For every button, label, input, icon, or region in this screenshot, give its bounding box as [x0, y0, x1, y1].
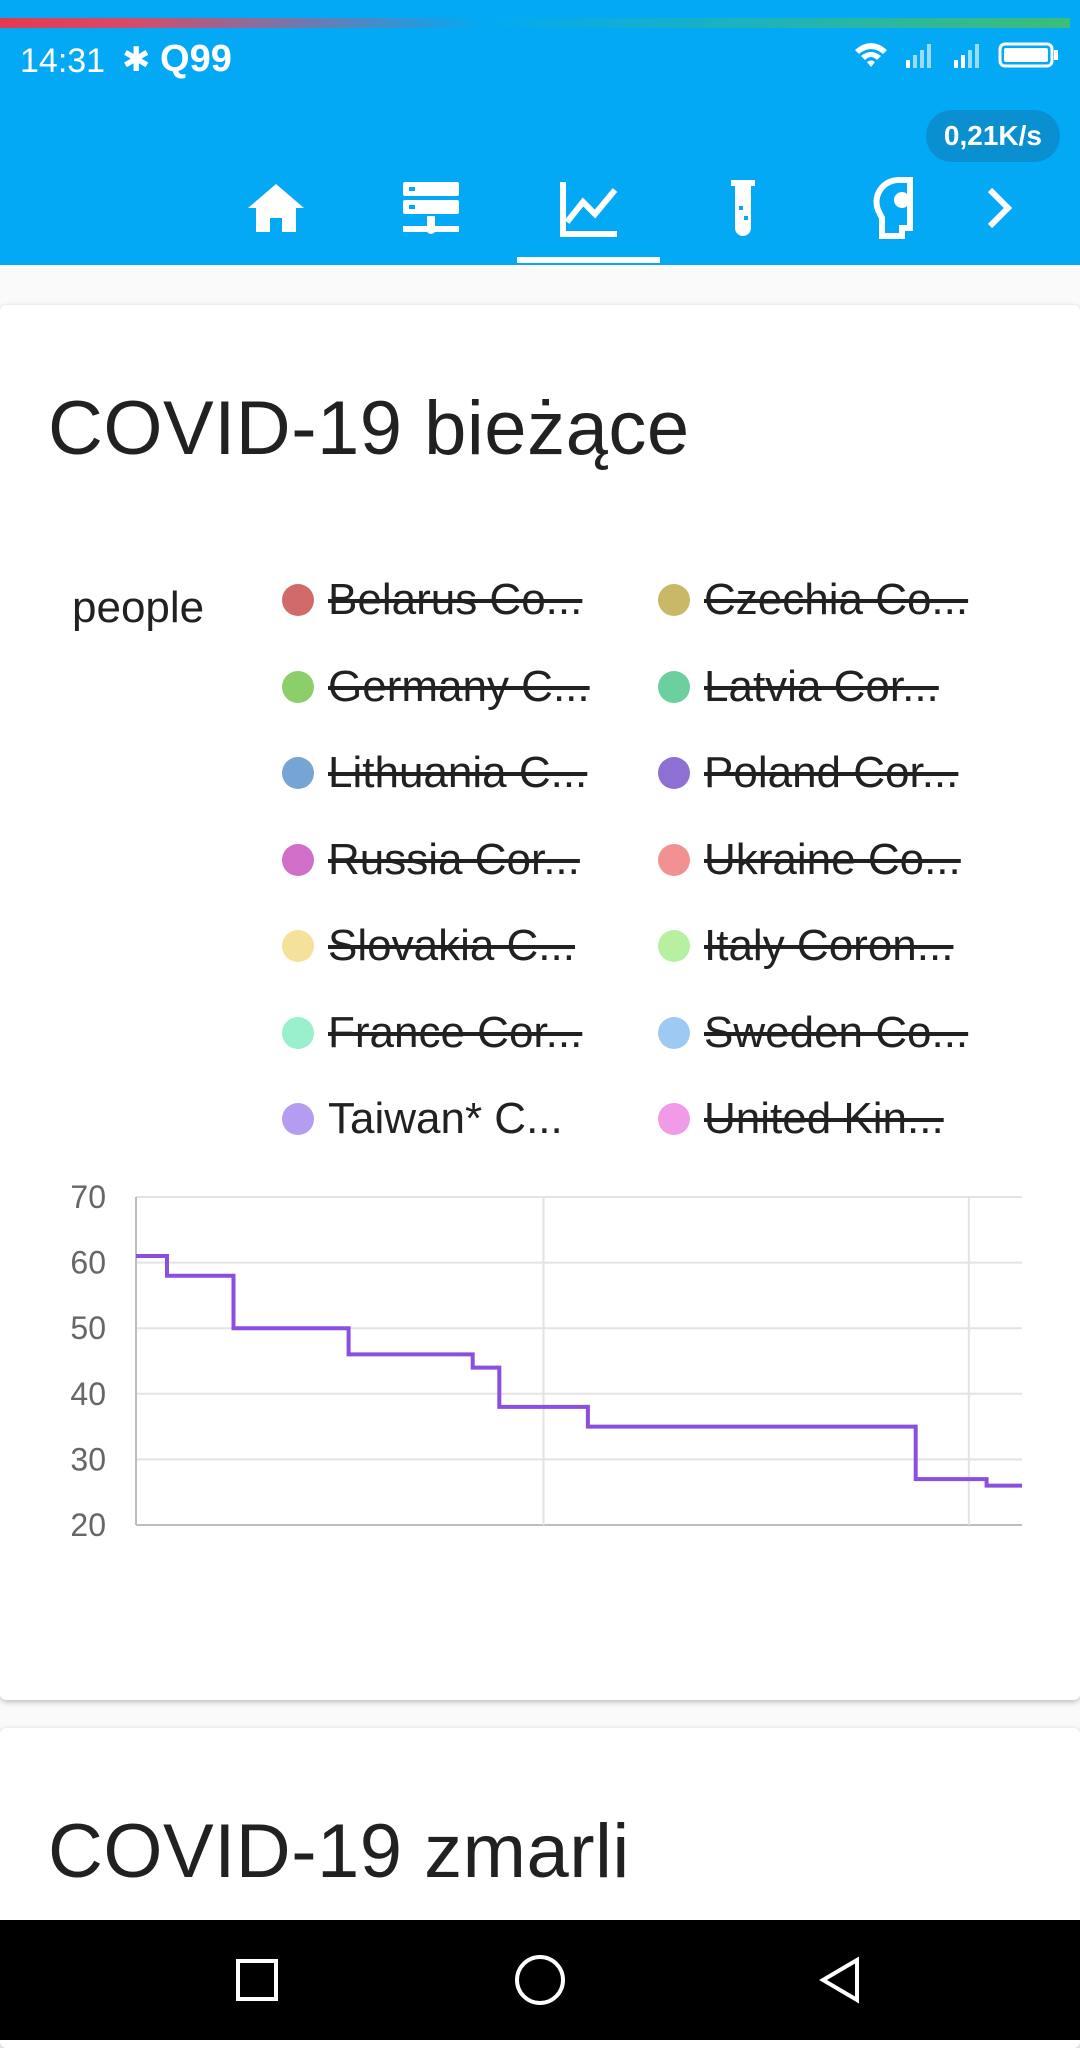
tab-home[interactable] — [226, 150, 326, 265]
legend-item[interactable]: Lithuania C... — [282, 743, 587, 803]
legend-item-label: Slovakia C... — [328, 921, 575, 970]
legend-item-label: Lithuania C... — [328, 748, 588, 797]
legend-color-dot — [282, 843, 314, 876]
chart-line-icon — [560, 181, 618, 237]
legend-color-dot — [282, 1016, 314, 1049]
legend-item[interactable]: France Cor... — [282, 1003, 582, 1063]
legend-item-label: Ukraine Co... — [704, 834, 961, 884]
status-bar: 14:31 ✱ Q99 — [20, 36, 1060, 86]
tab-test-tube[interactable] — [693, 150, 793, 265]
legend-color-dot — [658, 757, 690, 789]
legend-item-label: Czechia Co... — [704, 575, 969, 624]
home-button[interactable] — [505, 1945, 575, 2015]
bluetooth-icon: ✱ — [122, 41, 151, 79]
legend-item-label: Germany C... — [328, 661, 590, 711]
legend-item[interactable]: Latvia Cor... — [658, 657, 939, 717]
tab-next[interactable] — [948, 150, 1048, 265]
legend-item[interactable]: Czechia Co... — [658, 570, 968, 630]
recent-apps-button[interactable] — [222, 1945, 292, 2015]
tab-head-bulb[interactable] — [850, 150, 950, 265]
app-bar — [0, 0, 1080, 265]
selected-tab-indicator — [517, 257, 660, 263]
legend-item-label: Belarus Co... — [328, 575, 583, 624]
tab-server[interactable] — [381, 150, 481, 265]
legend-color-dot — [658, 843, 690, 876]
wifi-icon — [854, 40, 888, 79]
legend-color-dot — [282, 757, 314, 789]
back-button[interactable] — [805, 1945, 875, 2015]
legend-item-label: United Kin... — [704, 1094, 944, 1143]
y-tick-label: 50 — [70, 1310, 106, 1346]
legend-item-label: Poland Cor... — [704, 748, 959, 797]
covid-current-card: COVID-19 bieżące people Belarus Co... Cze… — [0, 305, 1080, 1700]
system-nav-bar — [0, 1920, 1080, 2040]
legend-item[interactable]: Russia Cor... — [282, 830, 580, 890]
legend-color-dot — [658, 670, 690, 703]
card-title: COVID-19 zmarli — [48, 1809, 630, 1894]
legend-color-dot — [658, 584, 690, 616]
legend-item-label: Italy Coron... — [704, 921, 954, 970]
legend-item-label: Sweden Co... — [704, 1007, 969, 1057]
chevron-right-icon — [987, 187, 1013, 228]
legend-item[interactable]: Germany C... — [282, 657, 590, 717]
head-lightbulb-icon — [873, 176, 913, 239]
qq-badge: Q99 — [160, 38, 232, 80]
legend-item-label: Russia Cor... — [328, 834, 580, 884]
signal-4g-icon — [950, 40, 984, 79]
line-chart: 7060504030200:000:00 — [70, 1179, 1022, 1543]
signal-3g-icon — [902, 40, 936, 79]
tab-chart[interactable] — [539, 150, 639, 265]
legend-item-label: Latvia Cor... — [704, 661, 939, 711]
legend-item[interactable]: Belarus Co... — [282, 570, 582, 630]
qq-count: 99 — [189, 38, 232, 80]
legend-item[interactable]: Italy Coron... — [658, 916, 953, 976]
legend-item-label: Taiwan* C... — [328, 1094, 563, 1143]
battery-icon — [998, 40, 1060, 79]
legend-color-dot — [658, 1016, 690, 1049]
legend-color-dot — [658, 1103, 690, 1135]
legend-item[interactable]: Sweden Co... — [658, 1003, 968, 1063]
legend-color-dot — [282, 930, 314, 962]
tab-bar — [0, 150, 1080, 265]
top-gradient-strip — [0, 18, 1070, 28]
y-tick-label: 30 — [70, 1441, 106, 1477]
legend-item[interactable]: United Kin... — [658, 1089, 944, 1149]
legend-color-dot — [282, 1103, 314, 1135]
triangle-back-icon — [819, 1956, 859, 2004]
y-tick-label: 70 — [70, 1179, 106, 1215]
y-tick-label: 40 — [70, 1376, 106, 1412]
y-tick-label: 60 — [70, 1245, 106, 1281]
status-right — [854, 40, 1060, 79]
legend-item[interactable]: Ukraine Co... — [658, 830, 961, 890]
server-icon — [403, 181, 459, 234]
circle-icon — [515, 1955, 565, 2005]
legend-unit-label: people — [72, 583, 205, 632]
y-tick-label: 20 — [70, 1507, 106, 1543]
network-speed-badge: 0,21K/s — [925, 110, 1060, 162]
legend-item[interactable]: Taiwan* C... — [282, 1089, 563, 1149]
legend-item-label: France Cor... — [328, 1007, 583, 1057]
test-tube-icon — [731, 179, 755, 236]
legend-color-dot — [282, 670, 314, 703]
legend-item[interactable]: Poland Cor... — [658, 743, 958, 803]
card-title: COVID-19 bieżące — [48, 386, 690, 471]
home-icon — [248, 183, 304, 232]
series-line-taiwan — [136, 1254, 1022, 1488]
legend-color-dot — [282, 584, 314, 616]
legend-color-dot — [658, 930, 690, 962]
square-icon — [236, 1959, 278, 2001]
legend-item[interactable]: Slovakia C... — [282, 916, 575, 976]
status-time: 14:31 — [20, 42, 106, 80]
